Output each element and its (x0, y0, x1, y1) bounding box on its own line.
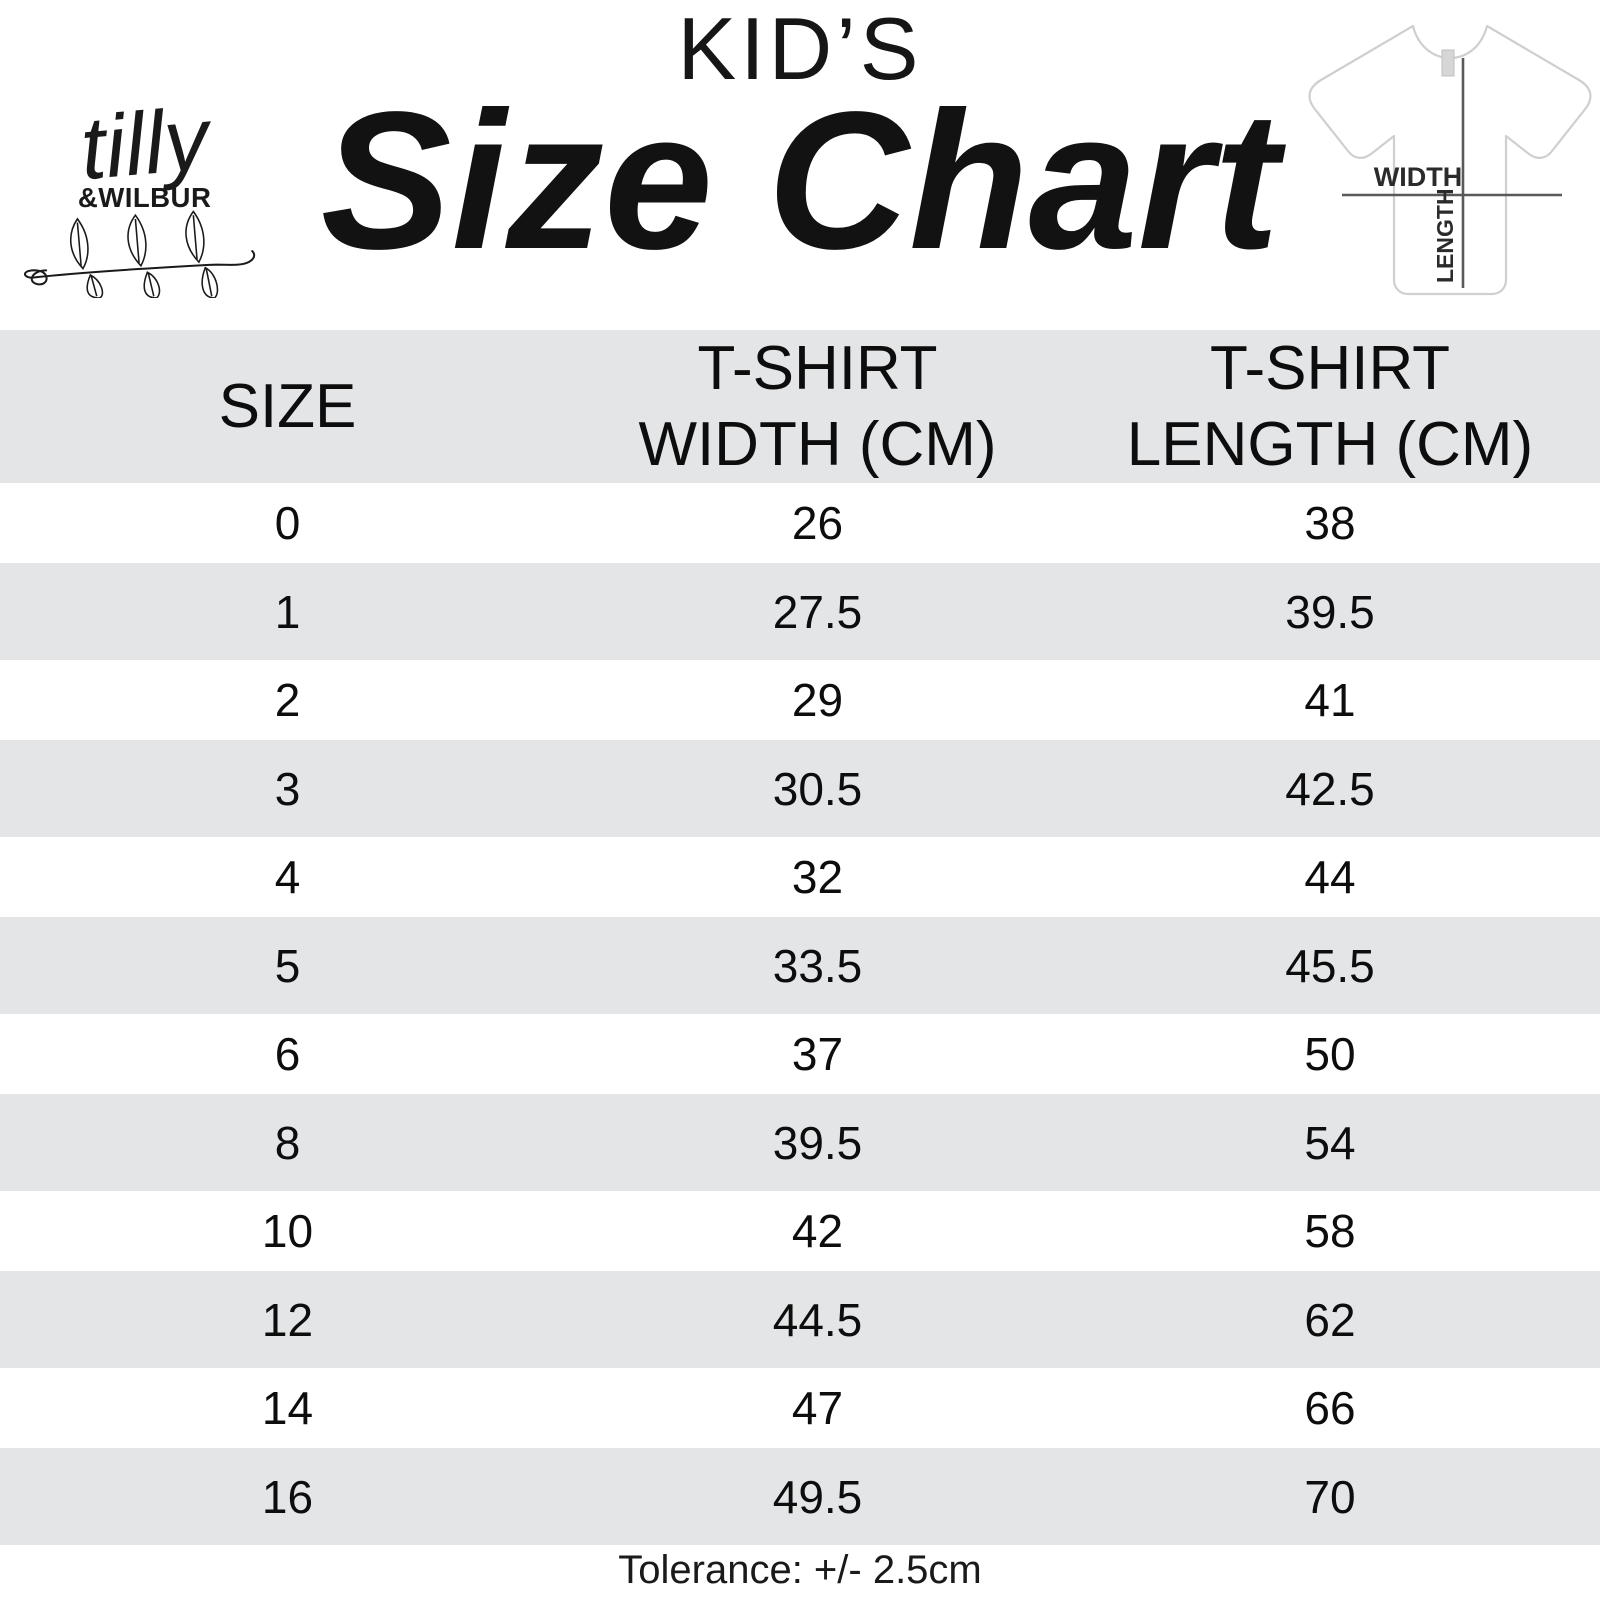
svg-text:&WILBUR: &WILBUR (78, 182, 211, 213)
svg-text:LENGTH: LENGTH (1432, 188, 1458, 283)
svg-text:WIDTH: WIDTH (1374, 162, 1462, 192)
